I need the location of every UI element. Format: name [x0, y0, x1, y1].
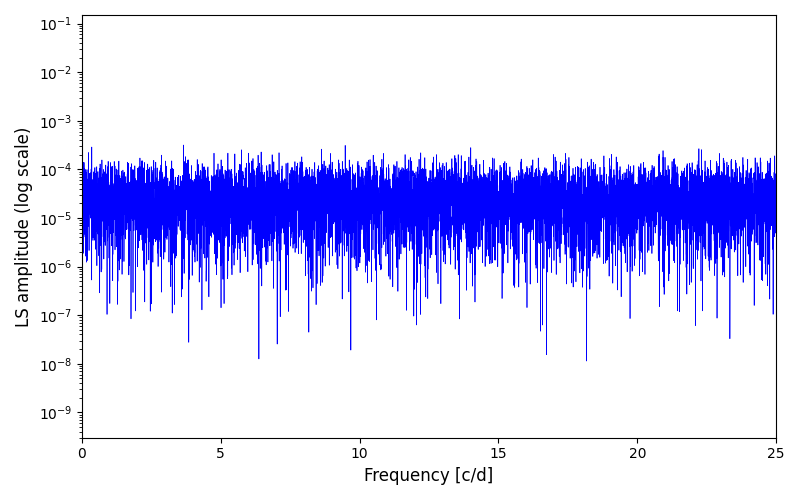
X-axis label: Frequency [c/d]: Frequency [c/d] [364, 467, 494, 485]
Y-axis label: LS amplitude (log scale): LS amplitude (log scale) [15, 126, 33, 326]
